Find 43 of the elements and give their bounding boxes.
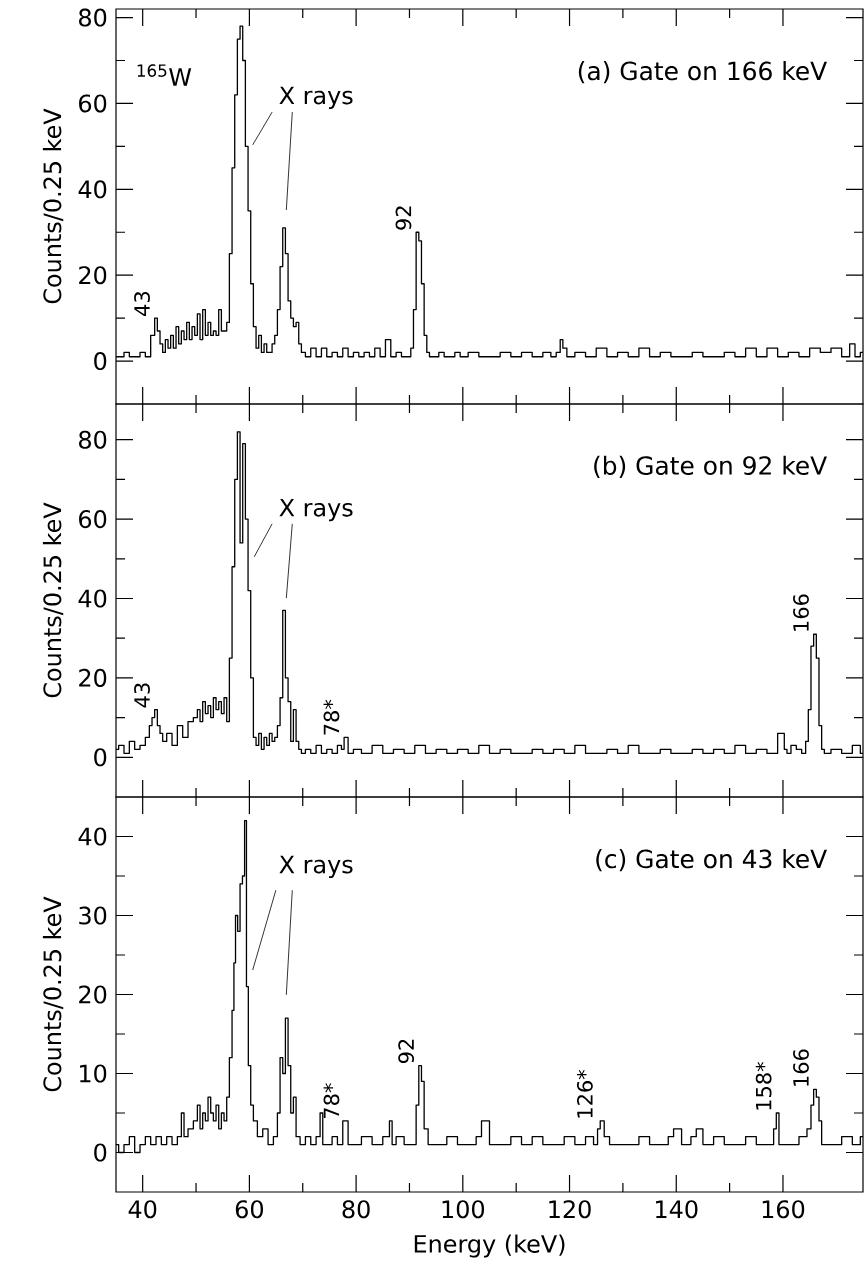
annotation: 166: [793, 1049, 809, 1086]
y-tick-label: 60: [79, 94, 107, 113]
x-tick-label: 60: [235, 1200, 264, 1219]
x-tick-label: 80: [342, 1200, 370, 1219]
y-tick-label: 20: [79, 668, 107, 687]
x-tick-label: 140: [656, 1200, 698, 1219]
x-tick-label: 160: [762, 1200, 805, 1219]
x-axis-title: Energy (keV): [414, 1234, 565, 1258]
y-tick-label: 80: [79, 8, 107, 27]
annotation: X rays: [279, 86, 353, 110]
annotation: $^{165}$W: [137, 64, 192, 86]
y-axis-title: Counts/0.25 keV: [42, 896, 64, 1092]
y-tick-label: 0: [94, 1143, 107, 1162]
x-tick-label: 120: [549, 1200, 591, 1219]
text: (c) Gate on 43 keV: [596, 849, 827, 872]
text: (a) Gate on 166 keV: [578, 61, 827, 84]
annotation: 158*: [755, 1062, 772, 1110]
y-tick-label: 0: [94, 748, 107, 767]
y-tick-label: 0: [94, 352, 107, 371]
annotation: 92: [395, 206, 412, 230]
annotation: 92: [398, 1039, 415, 1064]
annotation: 78*: [323, 699, 340, 735]
y-axis-title: Counts/0.25 keV: [42, 108, 64, 304]
x-tick-label: 100: [442, 1200, 485, 1219]
annotation: X rays: [279, 498, 353, 522]
y-axis-title: Counts/0.25 keV: [42, 502, 64, 698]
y-tick-label: 40: [78, 180, 107, 199]
annotation: 166: [793, 594, 809, 631]
annotation: 78*: [323, 1083, 340, 1118]
y-tick-label: 80: [79, 430, 107, 449]
y-tick-label: 20: [79, 985, 107, 1004]
annotation: 43: [134, 683, 150, 708]
y-tick-label: 40: [78, 589, 107, 608]
text: (b) Gate on 92 keV: [594, 455, 827, 478]
annotation: X rays: [279, 855, 353, 879]
y-tick-label: 10: [80, 1064, 107, 1083]
y-tick-label: 60: [79, 510, 107, 529]
annotation: 43: [134, 291, 150, 316]
y-tick-label: 30: [79, 906, 107, 925]
y-tick-label: 40: [78, 827, 107, 846]
annotation: 126*: [576, 1069, 593, 1118]
y-tick-label: 20: [79, 266, 107, 285]
x-tick-label: 40: [128, 1200, 157, 1219]
